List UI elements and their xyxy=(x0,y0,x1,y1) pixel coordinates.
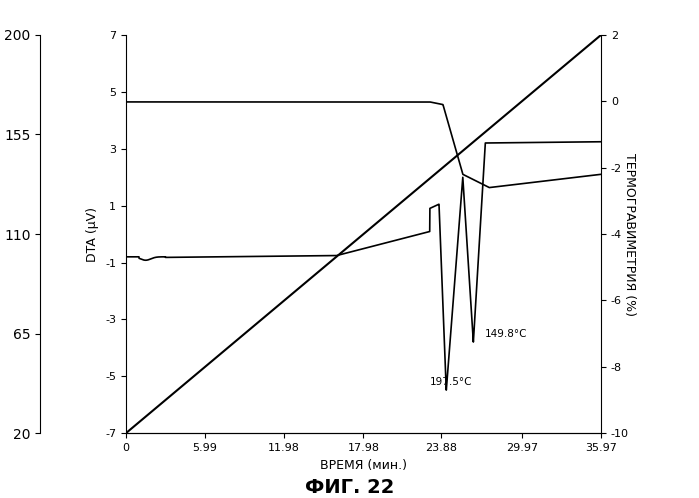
Text: ФИГ. 22: ФИГ. 22 xyxy=(305,478,394,497)
Y-axis label: DTA (μV): DTA (μV) xyxy=(87,207,99,261)
Y-axis label: ТЕРМОГРАВИМЕТРИЯ (%): ТЕРМОГРАВИМЕТРИЯ (%) xyxy=(623,152,636,316)
Text: 197.5°C: 197.5°C xyxy=(430,377,472,387)
X-axis label: ВРЕМЯ (мин.): ВРЕМЯ (мин.) xyxy=(320,459,407,472)
Text: 149.8°C: 149.8°C xyxy=(485,329,528,339)
